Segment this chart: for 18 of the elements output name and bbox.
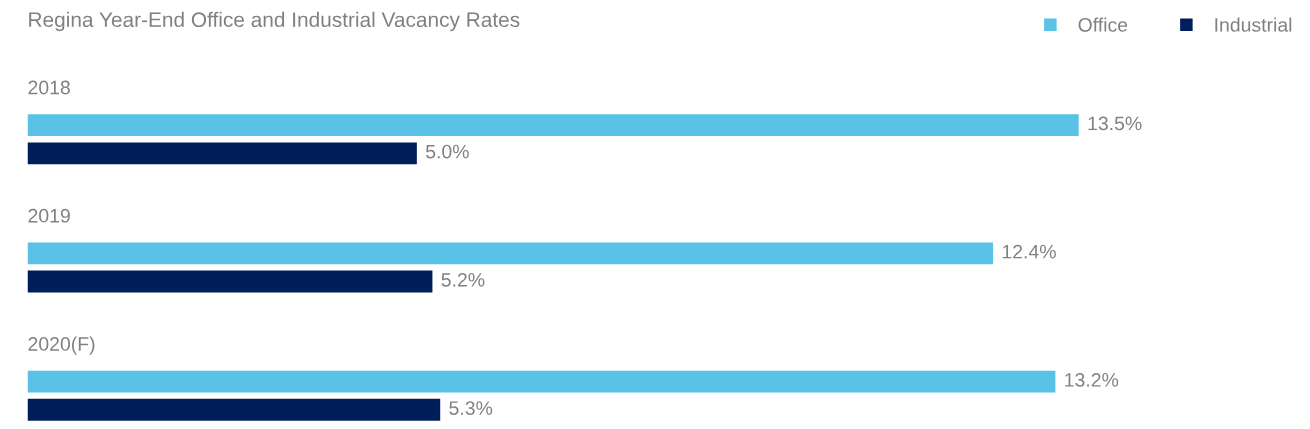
bar bbox=[27, 398, 441, 421]
bar bbox=[27, 142, 417, 165]
chart-title: Regina Year-End Office and Industrial Vacancy Rates bbox=[29, 11, 520, 32]
bar bbox=[27, 114, 1079, 136]
data-label: 12.4% bbox=[1002, 244, 1056, 259]
bar bbox=[27, 242, 994, 265]
y-tick-label: 2018 bbox=[28, 80, 70, 95]
bar bbox=[27, 370, 1056, 393]
data-label: 5.3% bbox=[449, 401, 493, 415]
bar bbox=[27, 270, 433, 293]
legend-label: Office bbox=[1078, 17, 1128, 32]
data-label: 5.0% bbox=[425, 144, 469, 159]
data-label: 13.2% bbox=[1065, 373, 1119, 387]
legend-label: Industrial bbox=[1215, 17, 1292, 32]
data-label: 13.5% bbox=[1088, 116, 1142, 131]
y-tick-label: 2019 bbox=[28, 208, 70, 223]
data-label: 5.2% bbox=[441, 272, 485, 287]
y-tick-label: 2020(F) bbox=[28, 336, 95, 355]
